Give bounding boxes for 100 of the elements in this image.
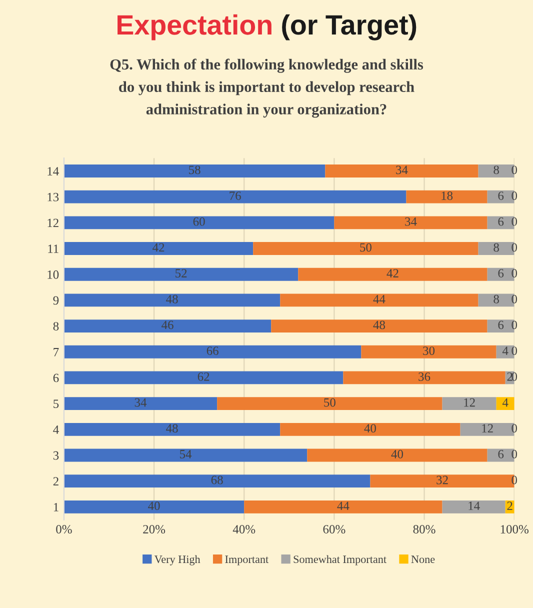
data-label: 0: [512, 372, 517, 381]
data-label: 44: [337, 502, 350, 510]
data-label: 76: [230, 192, 241, 200]
y-tick-label: 7: [54, 348, 59, 356]
chart-subtitle: Q5. Which of the following knowledge and skills do you think is important to develop research administration in your organization?: [110, 58, 424, 118]
data-label: 34: [134, 398, 147, 407]
y-tick-label: 8: [53, 322, 59, 330]
bar: [64, 345, 362, 358]
x-tick-label: 60%: [323, 525, 346, 534]
x-tick-label: 100%: [500, 525, 528, 534]
y-tick-label: 13: [48, 192, 59, 202]
bar: [64, 268, 298, 281]
bar: [406, 190, 488, 204]
bar: [64, 371, 344, 384]
bar: [64, 320, 272, 332]
bar: [298, 268, 488, 281]
data-label: 0: [512, 294, 517, 304]
data-label: 0: [512, 269, 517, 278]
bar: [442, 397, 496, 410]
bar: [64, 242, 254, 255]
data-label: 44: [373, 294, 386, 304]
x-tick-label: 0%: [56, 525, 72, 534]
data-label: 50: [360, 243, 372, 252]
data-label: 48: [166, 424, 178, 433]
data-label: 6: [498, 269, 504, 278]
data-label: 60: [193, 217, 205, 226]
data-label: 8: [494, 243, 499, 252]
data-label: 0: [512, 450, 517, 458]
data-label: 0: [512, 424, 517, 433]
data-label: 42: [386, 269, 398, 278]
y-tick-label: 9: [53, 296, 59, 305]
data-label: 6: [498, 192, 504, 200]
data-label: 18: [442, 192, 453, 200]
data-label: 66: [206, 346, 218, 356]
data-label: 0: [512, 320, 517, 330]
bar: [64, 448, 308, 462]
data-label: 12: [464, 398, 475, 407]
data-label: 12: [482, 424, 493, 432]
bar: [343, 371, 506, 384]
data-label: 0: [512, 476, 517, 484]
bar: [64, 190, 406, 204]
y-tick-label: 2: [53, 477, 58, 486]
bar: [307, 448, 488, 462]
data-label: 4: [502, 398, 508, 407]
data-label: 48: [166, 294, 178, 304]
data-label: 0: [512, 217, 517, 226]
x-tick-label: 20%: [143, 525, 166, 534]
y-tick-label: 5: [54, 400, 59, 408]
data-label: 0: [512, 346, 517, 356]
data-label: 50: [324, 398, 336, 407]
data-label: 58: [189, 166, 200, 174]
data-label: 40: [364, 424, 376, 433]
y-tick-label: 3: [53, 451, 59, 460]
data-label: 30: [423, 346, 435, 356]
legend-label: None: [411, 556, 435, 564]
bar: [361, 345, 496, 358]
data-label: 2: [507, 502, 512, 510]
data-label: 6: [498, 320, 504, 330]
data-label: 40: [391, 450, 404, 458]
data-label: 46: [162, 320, 174, 330]
data-label: 54: [180, 450, 192, 458]
bar: [244, 500, 442, 514]
y-tick-label: 10: [48, 270, 59, 279]
legend-label: Somewhat Important: [294, 555, 386, 566]
data-label: 42: [152, 243, 164, 252]
bar: [334, 216, 488, 230]
legend-label: Very High: [154, 555, 200, 566]
data-label: 0: [512, 243, 517, 252]
y-tick-label: 4: [53, 426, 59, 434]
data-label: 62: [198, 372, 210, 381]
data-label: 52: [176, 269, 187, 278]
x-tick-label: 40%: [232, 525, 256, 534]
data-label: 6: [498, 450, 504, 458]
bar: [64, 397, 218, 410]
data-label: 40: [148, 502, 160, 510]
bar: [217, 397, 442, 410]
legend-label: Important: [225, 556, 269, 566]
bar: [64, 500, 244, 514]
bar: [64, 164, 326, 178]
bar: [325, 164, 478, 178]
data-label: 8: [494, 166, 499, 174]
bar: [64, 474, 370, 488]
bar: [442, 500, 506, 514]
data-label: 68: [211, 476, 223, 484]
data-label: 48: [373, 320, 386, 330]
bar: [271, 320, 488, 332]
data-label: 36: [418, 372, 430, 381]
bar: [64, 216, 334, 230]
data-label: 34: [396, 166, 408, 174]
y-tick-label: 6: [53, 374, 59, 382]
data-label: 8: [494, 294, 499, 304]
chart-title: Expectation (or Target): [118, 14, 416, 40]
x-tick-label: 80%: [413, 525, 436, 534]
y-tick-label: 12: [48, 218, 58, 228]
data-label: 32: [436, 476, 448, 484]
data-label: 6: [498, 217, 504, 226]
y-tick-label: 14: [48, 167, 59, 176]
data-label: 2: [507, 372, 512, 381]
y-tick-label: 1: [54, 503, 58, 512]
bar: [64, 294, 280, 307]
